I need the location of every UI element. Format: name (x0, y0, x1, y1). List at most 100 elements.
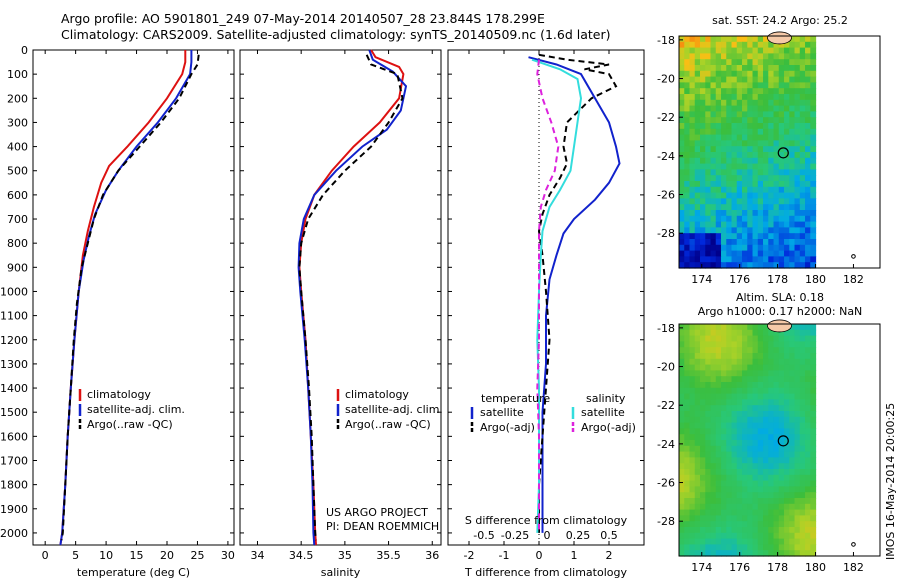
x-tick-label: -2 (464, 549, 475, 562)
x-tick-label: 34.5 (289, 549, 314, 562)
x-tick-label: 10 (99, 549, 113, 562)
map-x-tick-label: 176 (729, 273, 750, 286)
legend-label: Argo(..raw -QC) (87, 418, 173, 431)
map-y-tick-label: -20 (657, 361, 675, 374)
x2-tick-label: 0.25 (566, 529, 591, 542)
legend-title-salinity: salinity (586, 392, 626, 405)
map-x-tick-label: 174 (691, 561, 712, 574)
x2-tick-label: 0 (544, 529, 551, 542)
scale-circle-marker (851, 542, 856, 547)
y-tick-label: 1100 (0, 310, 28, 323)
x-tick-label: 34 (250, 549, 264, 562)
scale-circle-marker (851, 254, 856, 259)
map-x-tick-label: 182 (843, 273, 864, 286)
y-tick-label: 1900 (0, 503, 28, 516)
x-tick-label: 20 (160, 549, 174, 562)
map-y-tick-label: -22 (657, 399, 675, 412)
y-tick-label: 1000 (0, 285, 28, 298)
map-y-tick-label: -18 (657, 322, 675, 335)
map-y-tick-label: -28 (657, 515, 675, 528)
legend-label: climatology (345, 388, 409, 401)
series-line-satellite-adj-clim- (297, 49, 408, 546)
pi-annotation: PI: DEAN ROEMMICH (326, 520, 439, 533)
x-tick-label: 0 (42, 549, 49, 562)
x-axis-label: salinity (321, 566, 361, 579)
map-x-tick-label: 176 (729, 561, 750, 574)
legend-label: Argo(-adj) (480, 421, 535, 434)
series-line-argo-raw-qc- (298, 54, 404, 541)
map-y-tick-label: -22 (657, 111, 675, 124)
map-y-tick-label: -24 (657, 150, 675, 163)
y-tick-label: 500 (7, 165, 28, 178)
fiji-island-shape (767, 31, 792, 45)
x-tick-label: 0 (536, 549, 543, 562)
y-tick-label: 100 (7, 68, 28, 81)
y-tick-label: 900 (7, 261, 28, 274)
y-tick-label: 1800 (0, 479, 28, 492)
x-tick-label: 5 (72, 549, 79, 562)
profile-panel-2-frame (239, 49, 442, 546)
argo-position-marker (777, 435, 789, 447)
series-line-salinity-satellite (531, 58, 583, 533)
legend-label: satellite (480, 406, 524, 419)
x-tick-label: 15 (130, 549, 144, 562)
map-x-tick-label: 180 (805, 561, 826, 574)
y-tick-label: 300 (7, 116, 28, 129)
y-tick-label: 1300 (0, 358, 28, 371)
y-tick-label: 1200 (0, 334, 28, 347)
legend-label: Argo(-adj) (581, 421, 636, 434)
series-line-temperature-argo-adj- (537, 53, 618, 533)
map-y-tick-label: -18 (657, 34, 675, 47)
map-y-tick-label: -24 (657, 438, 675, 451)
x-tick-label: -1 (499, 549, 510, 562)
x-axis-label: temperature (deg C) (77, 566, 190, 579)
map-2-border (678, 323, 881, 557)
x2-axis-label: S difference from climatology (465, 514, 628, 527)
side-stamp: IMOS 16-May-2014 20:00:25 (884, 402, 897, 560)
map-y-tick-label: -28 (657, 227, 675, 240)
map-2-title-line1: Altim. SLA: 0.18 (736, 291, 824, 304)
legend-label: satellite-adj. clim. (87, 403, 185, 416)
map-x-tick-label: 174 (691, 273, 712, 286)
y-tick-label: 600 (7, 189, 28, 202)
profile-panel-1-frame (32, 49, 235, 546)
y-tick-label: 200 (7, 92, 28, 105)
figure-title-line1: Argo profile: AO 5901801_249 07-May-2014… (61, 11, 545, 26)
x-tick-label: 35.5 (376, 549, 401, 562)
x-axis-label: T difference from climatology (464, 566, 627, 579)
x-tick-label: 2 (606, 549, 613, 562)
project-annotation: US ARGO PROJECT (326, 506, 428, 519)
x-tick-label: 30 (221, 549, 235, 562)
y-tick-label: 1500 (0, 406, 28, 419)
figure-title-line2: Climatology: CARS2009. Satellite-adjuste… (61, 27, 611, 42)
y-tick-label: 1600 (0, 430, 28, 443)
y-tick-label: 2000 (0, 527, 28, 540)
legend-label: Argo(..raw -QC) (345, 418, 431, 431)
series-line-salinity-argo-adj- (536, 59, 560, 533)
map-x-tick-label: 178 (767, 561, 788, 574)
profile-panel-3-frame (447, 49, 645, 546)
y-tick-label: 0 (21, 44, 28, 57)
legend-label: satellite-adj. clim. (345, 403, 443, 416)
series-line-temperature-satellite (528, 56, 621, 533)
legend-title-temperature: temperature (481, 392, 550, 405)
map-2-color-field (679, 324, 817, 557)
map-x-tick-label: 182 (843, 561, 864, 574)
map-1-border (678, 35, 881, 269)
legend-label: climatology (87, 388, 151, 401)
x-tick-label: 36 (425, 549, 439, 562)
map-x-tick-label: 180 (805, 273, 826, 286)
map-2-title-line2: Argo h1000: 0.17 h2000: NaN (698, 305, 863, 318)
y-tick-label: 800 (7, 237, 28, 250)
series-line-argo-raw-qc- (60, 54, 200, 541)
y-tick-label: 1700 (0, 454, 28, 467)
map-x-tick-label: 178 (767, 273, 788, 286)
x-tick-label: 25 (190, 549, 204, 562)
argo-position-marker (777, 147, 789, 159)
map-y-tick-label: -26 (657, 477, 675, 490)
map-y-tick-label: -20 (657, 73, 675, 86)
x2-tick-label: 0.5 (600, 529, 618, 542)
x2-tick-label: -0.25 (501, 529, 529, 542)
y-tick-label: 400 (7, 141, 28, 154)
